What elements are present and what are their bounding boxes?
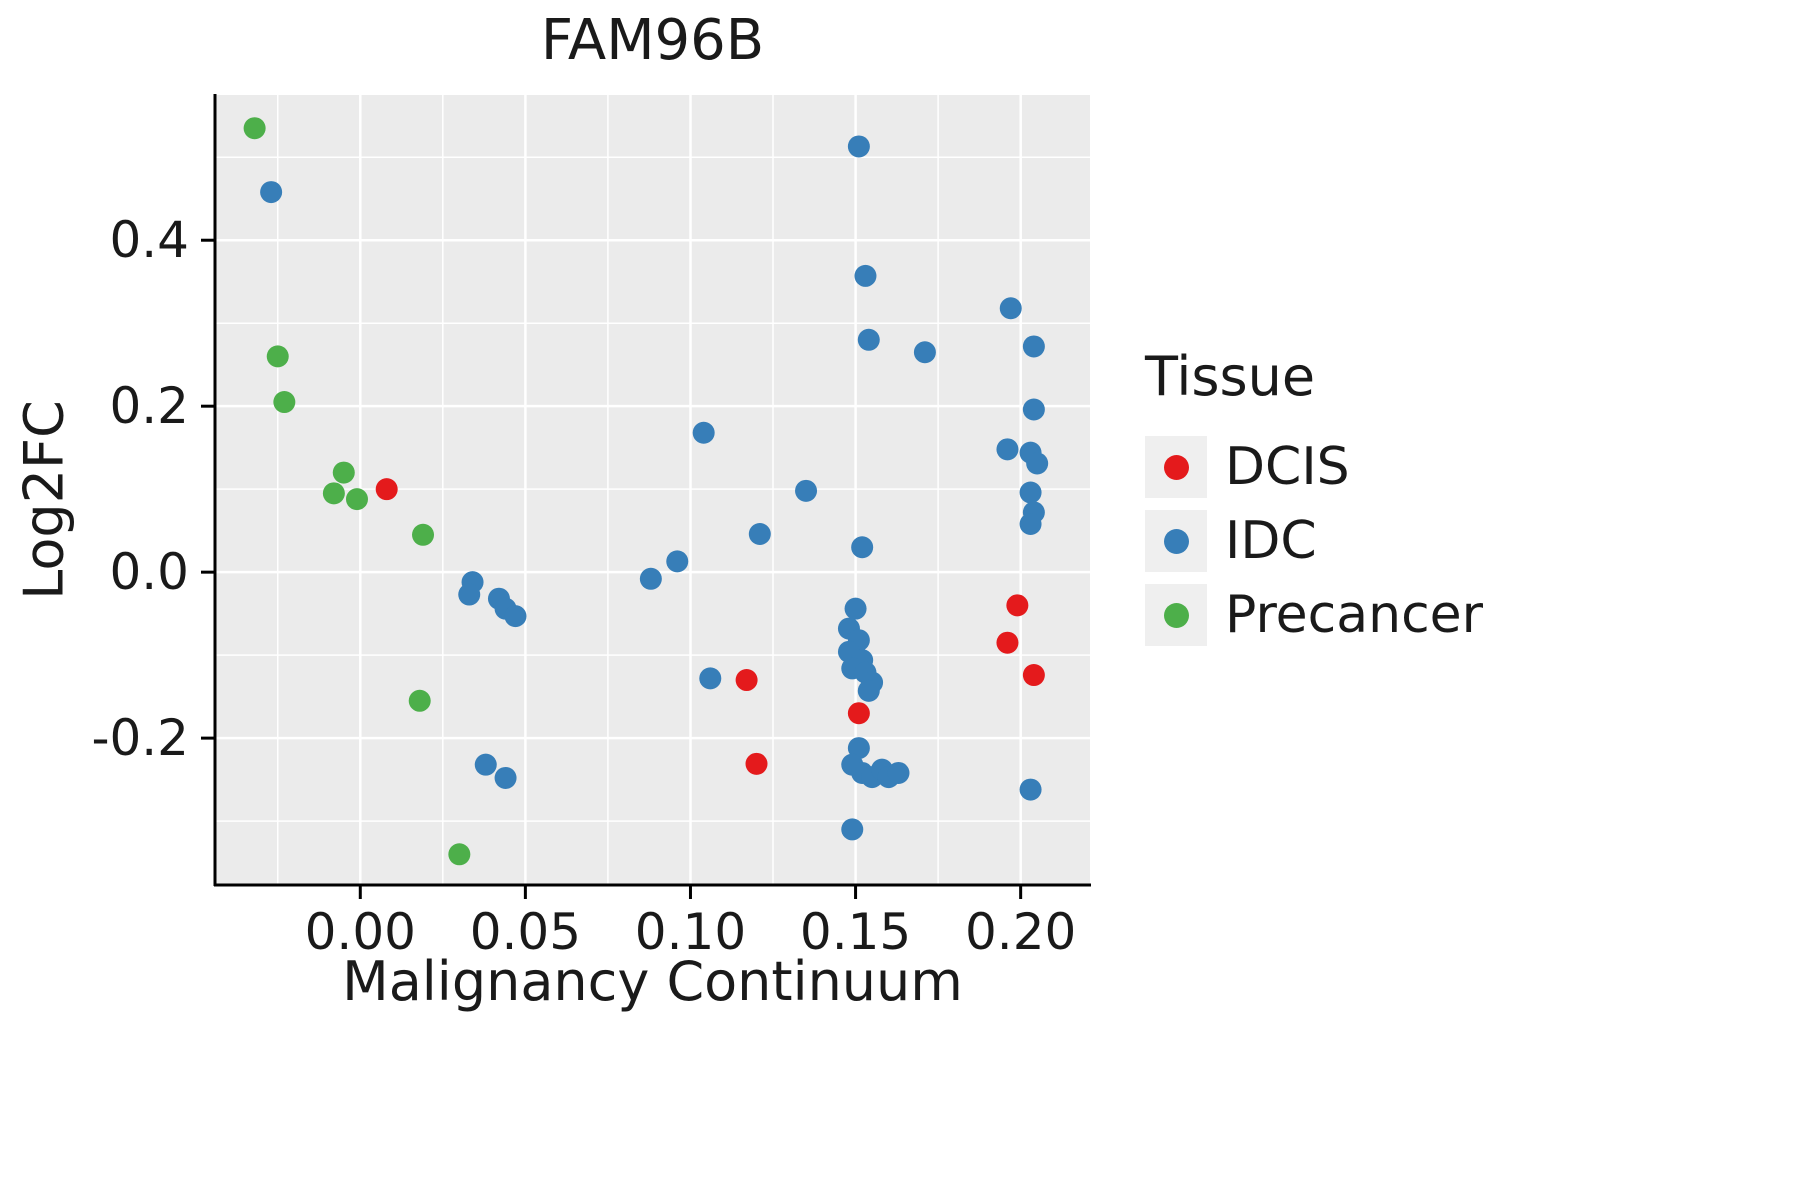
data-point-dcis xyxy=(996,631,1019,654)
data-point-idc xyxy=(504,605,527,628)
data-point-precancer xyxy=(408,689,431,712)
legend-label-idc: IDC xyxy=(1225,511,1317,571)
data-point-idc xyxy=(844,597,867,620)
x-tick-label: 0.10 xyxy=(635,903,746,961)
x-tick-label: 0.00 xyxy=(305,903,416,961)
data-point-dcis xyxy=(735,669,758,692)
data-point-idc xyxy=(692,421,715,444)
data-point-idc xyxy=(913,341,936,364)
legend-key-precancer xyxy=(1145,584,1207,646)
legend: Tissue DCIS IDC Precancer xyxy=(1145,345,1483,658)
data-point-dcis xyxy=(375,478,398,501)
data-point-precancer xyxy=(448,843,471,866)
legend-label-dcis: DCIS xyxy=(1225,437,1350,497)
data-point-idc xyxy=(996,438,1019,461)
data-point-idc xyxy=(458,583,481,606)
data-point-idc xyxy=(474,753,497,776)
data-point-precancer xyxy=(322,482,345,505)
data-point-idc xyxy=(795,479,818,502)
data-point-idc xyxy=(847,737,870,760)
data-point-idc xyxy=(699,667,722,690)
data-point-idc xyxy=(999,297,1022,320)
data-point-dcis xyxy=(745,752,768,775)
y-tick-label: -0.2 xyxy=(91,709,189,767)
data-point-idc xyxy=(1019,513,1042,536)
legend-label-precancer: Precancer xyxy=(1225,585,1484,645)
data-point-idc xyxy=(1019,778,1042,801)
legend-swatch-precancer xyxy=(1163,602,1189,628)
x-tick-label: 0.20 xyxy=(965,903,1076,961)
data-point-idc xyxy=(494,766,517,789)
data-point-idc xyxy=(1022,335,1045,358)
legend-item-dcis: DCIS xyxy=(1145,436,1483,498)
data-point-precancer xyxy=(345,488,368,511)
chart-title: FAM96B xyxy=(540,8,765,73)
data-point-idc xyxy=(1022,398,1045,421)
plot-panel xyxy=(215,95,1090,885)
data-point-idc xyxy=(851,536,874,559)
data-point-precancer xyxy=(266,345,289,368)
legend-title: Tissue xyxy=(1145,345,1316,408)
x-axis-label: Malignancy Continuum xyxy=(342,950,963,1013)
data-point-idc xyxy=(666,550,689,573)
data-point-precancer xyxy=(243,117,266,140)
data-point-dcis xyxy=(1006,594,1029,617)
y-tick-label: 0.0 xyxy=(109,543,189,601)
data-point-idc xyxy=(857,328,880,351)
data-point-idc xyxy=(1026,452,1049,475)
legend-item-precancer: Precancer xyxy=(1145,584,1483,646)
data-point-idc xyxy=(847,135,870,158)
data-point-precancer xyxy=(412,523,435,546)
legend-item-idc: IDC xyxy=(1145,510,1483,572)
legend-swatch-idc xyxy=(1163,528,1189,554)
data-point-idc xyxy=(748,522,771,545)
legend-key-idc xyxy=(1145,510,1207,572)
data-point-idc xyxy=(1019,481,1042,504)
legend-swatch-dcis xyxy=(1163,454,1189,480)
y-tick-label: 0.4 xyxy=(109,211,189,269)
data-point-idc xyxy=(639,567,662,590)
data-point-precancer xyxy=(273,391,296,414)
data-point-idc xyxy=(887,761,910,784)
data-point-dcis xyxy=(847,702,870,725)
y-tick-label: 0.2 xyxy=(109,377,189,435)
data-point-idc xyxy=(854,264,877,287)
data-point-idc xyxy=(841,818,864,841)
data-point-idc xyxy=(857,679,880,702)
data-point-precancer xyxy=(332,461,355,484)
data-point-idc xyxy=(260,181,283,204)
legend-key-dcis xyxy=(1145,436,1207,498)
x-tick-label: 0.05 xyxy=(470,903,581,961)
x-tick-label: 0.15 xyxy=(800,903,911,961)
data-point-dcis xyxy=(1022,664,1045,687)
legend-items: DCIS IDC Precancer xyxy=(1145,436,1483,646)
